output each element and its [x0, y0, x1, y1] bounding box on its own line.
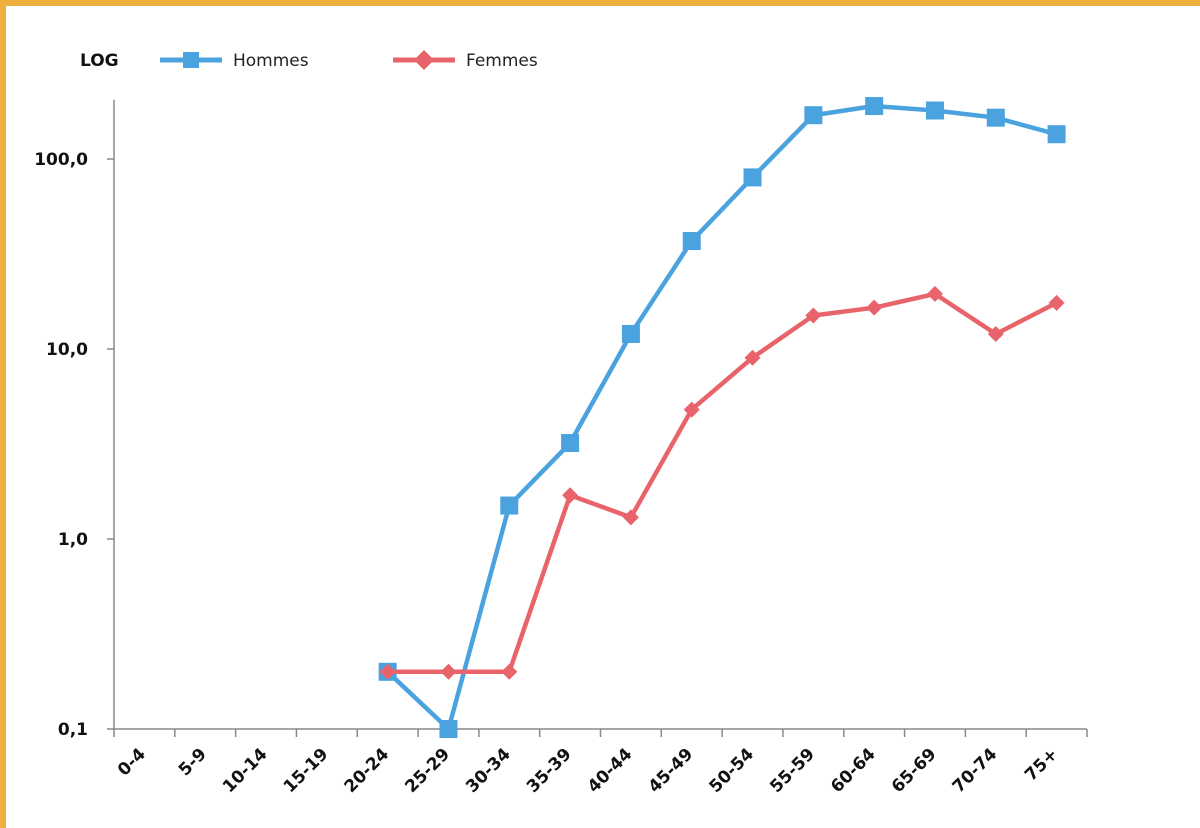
- x-tick-label: 10-14: [219, 744, 272, 797]
- data-point-femmes: [866, 299, 883, 316]
- x-tick-label: 55-59: [766, 744, 819, 797]
- data-point-femmes: [926, 285, 943, 302]
- data-point-femmes: [805, 307, 822, 324]
- x-tick-label: 70-74: [949, 744, 1002, 797]
- data-point-femmes: [622, 509, 639, 526]
- data-point-femmes: [744, 349, 761, 366]
- x-tick-label: 30-34: [462, 744, 515, 797]
- data-point-hommes: [1047, 125, 1066, 144]
- data-point-femmes: [1048, 294, 1065, 311]
- data-point-hommes: [743, 168, 762, 187]
- series-line-femmes: [387, 291, 1058, 675]
- legend-hommes-label: Hommes: [233, 51, 309, 71]
- data-point-femmes: [501, 663, 518, 680]
- data-point-femmes: [379, 663, 396, 680]
- y-tick-label: 0,1: [58, 720, 88, 740]
- data-point-hommes: [500, 496, 519, 515]
- x-tick-label: 45-49: [645, 744, 698, 797]
- data-point-hommes: [865, 97, 884, 116]
- x-tick-label: 20-24: [341, 744, 394, 797]
- y-tick-label: 100,0: [34, 150, 88, 170]
- data-point-hommes: [682, 232, 701, 251]
- scale-label: LOG: [80, 51, 119, 71]
- x-tick-label: 35-39: [523, 744, 576, 797]
- data-point-hommes: [804, 106, 823, 125]
- data-point-hommes: [561, 434, 580, 453]
- data-point-hommes: [986, 108, 1005, 127]
- series-layer: [378, 97, 1066, 738]
- x-tick-label: 60-64: [827, 744, 880, 797]
- data-point-hommes: [925, 101, 944, 120]
- x-tick-label: 25-29: [401, 744, 454, 797]
- legend: Hommes Femmes: [160, 50, 538, 71]
- data-point-hommes: [439, 720, 458, 738]
- x-tick-label: 50-54: [705, 744, 758, 797]
- x-tick-label: 5-9: [175, 744, 211, 780]
- data-point-femmes: [562, 487, 579, 504]
- axes: 0,1 1,0 10,0 100,0 0-4 5-9 10-14 15-19 20-24 25-2…: [34, 99, 1088, 797]
- legend-femmes-marker: [414, 50, 434, 70]
- x-tick-label: 65-69: [888, 744, 941, 797]
- data-point-femmes: [440, 663, 457, 680]
- y-tick-label: 10,0: [46, 340, 88, 360]
- x-tick-label: 0-4: [114, 744, 150, 780]
- data-point-femmes: [987, 325, 1004, 342]
- y-tick-label: 1,0: [58, 530, 88, 550]
- x-tick-label: 40-44: [584, 744, 637, 797]
- x-tick-label: 75+: [1021, 744, 1062, 785]
- legend-hommes-marker: [183, 52, 199, 68]
- series-line-hommes: [386, 103, 1058, 732]
- data-point-hommes: [621, 324, 640, 343]
- legend-femmes-label: Femmes: [466, 51, 538, 71]
- x-tick-label: 15-19: [280, 744, 333, 797]
- data-point-femmes: [683, 401, 700, 418]
